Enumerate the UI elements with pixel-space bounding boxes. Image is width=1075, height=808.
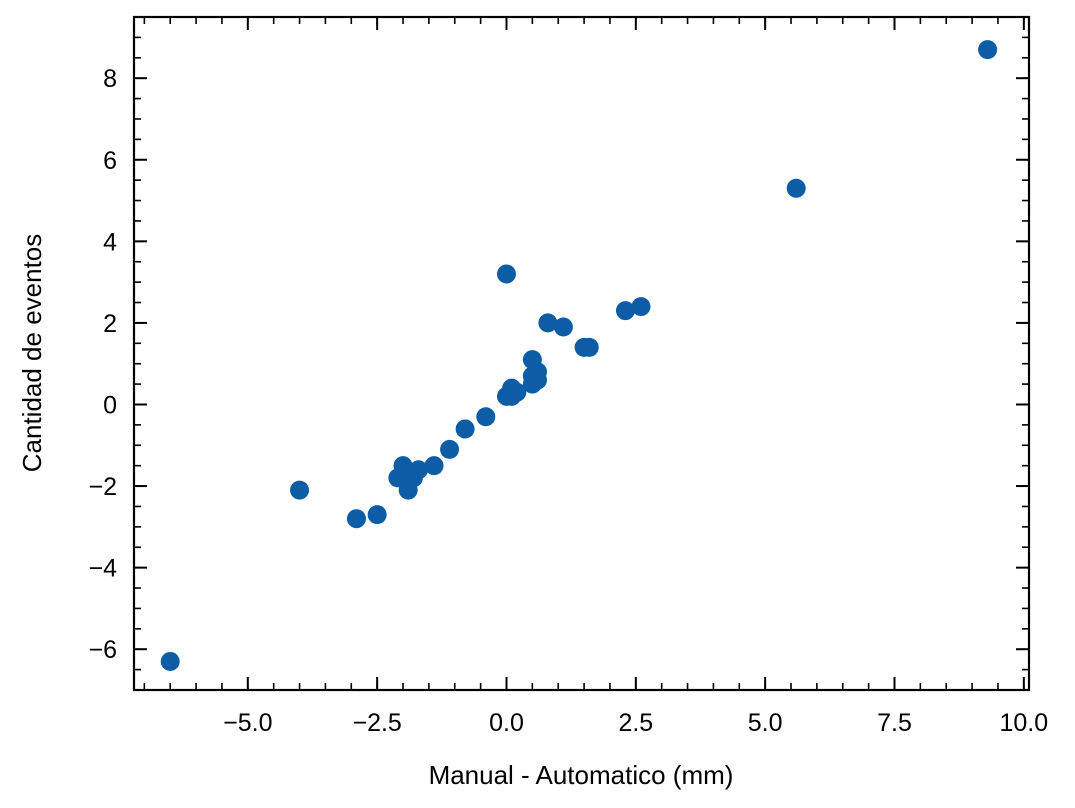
scatter-point: [290, 480, 310, 500]
scatter-point: [615, 301, 635, 321]
scatter-point: [496, 264, 516, 284]
scatter-point: [476, 407, 496, 427]
scatter-point: [538, 313, 558, 333]
x-tick-label: 2.5: [618, 709, 653, 737]
scatter-point: [346, 509, 366, 529]
y-tick-label: −4: [88, 555, 117, 583]
y-tick-label: 2: [103, 310, 117, 338]
y-axis-label: Cantidad de eventos: [17, 234, 47, 473]
scatter-point: [409, 460, 429, 480]
scatter-point: [424, 456, 444, 476]
x-axis-label: Manual - Automatico (mm): [429, 760, 734, 790]
scatter-point: [367, 505, 387, 525]
x-tick-label: 0.0: [489, 709, 524, 737]
scatter-point: [631, 297, 651, 317]
y-tick-label: −6: [88, 636, 117, 664]
x-tick-label: 7.5: [877, 709, 912, 737]
major-ticks: [134, 17, 1029, 690]
y-tick-label: 4: [103, 228, 117, 256]
scatter-point: [455, 419, 475, 439]
scatter-point: [507, 382, 527, 402]
x-tick-label: 10.0: [999, 709, 1048, 737]
x-tick-labels: −5.0 −2.5 0.0 2.5 5.0 7.5 10.0: [223, 709, 1048, 737]
y-tick-label: 6: [103, 147, 117, 175]
data-points: [160, 40, 998, 671]
scatter-point: [579, 337, 599, 357]
scatter-point: [528, 370, 548, 390]
scatter-point: [440, 439, 460, 459]
plot-frame: [132, 15, 1031, 692]
x-tick-label: −5.0: [223, 709, 272, 737]
y-tick-labels: −6 −4 −2 0 2 4 6 8: [88, 65, 117, 664]
scatter-point: [553, 317, 573, 337]
y-tick-label: 0: [103, 391, 117, 419]
x-tick-label: 5.0: [748, 709, 783, 737]
scatter-point: [978, 40, 998, 60]
scatter-point: [160, 651, 180, 671]
y-tick-label: −2: [88, 473, 117, 501]
x-tick-label: −2.5: [352, 709, 401, 737]
y-tick-label: 8: [103, 65, 117, 93]
scatter-point: [786, 178, 806, 198]
